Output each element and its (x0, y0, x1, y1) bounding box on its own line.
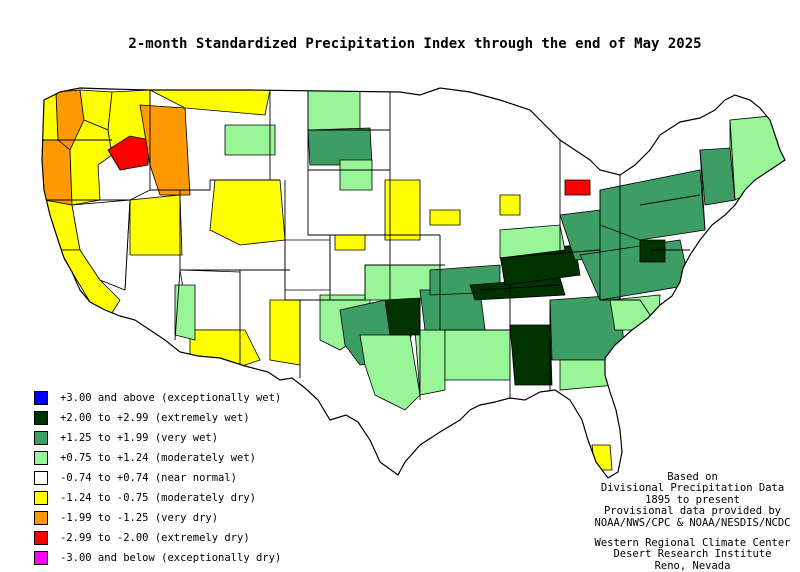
legend-label: -3.00 and below (exceptionally dry) (60, 552, 282, 564)
division-ia-west (429, 209, 461, 226)
division-or-central (69, 119, 113, 206)
division-mt-west (139, 104, 191, 196)
legend-item: -3.00 and below (exceptionally dry) (34, 548, 281, 568)
legend-item: -2.99 to -2.00 (extremely dry) (34, 528, 281, 548)
legend-swatch (34, 391, 48, 405)
legend-label: +3.00 and above (exceptionally wet) (60, 392, 282, 404)
legend-item: +3.00 and above (exceptionally wet) (34, 388, 281, 408)
division-ar-ok-extreme (384, 297, 421, 336)
legend-item: +0.75 to +1.24 (moderately wet) (34, 448, 281, 468)
division-ny-north (699, 147, 736, 206)
division-va-extreme (639, 239, 666, 263)
division-nv (71, 199, 131, 291)
legend-swatch (34, 531, 48, 545)
legend-swatch (34, 411, 48, 425)
division-nd-west (307, 89, 361, 131)
division-tx-east (414, 329, 446, 396)
division-pa-ny (599, 169, 706, 241)
legend-item: -1.24 to -0.75 (moderately dry) (34, 488, 281, 508)
credit-line: NOAA/NWS/CPC & NOAA/NESDIS/NCDC (594, 516, 791, 529)
credit-line: Provisional data provided by (603, 505, 781, 518)
division-nm-east (269, 299, 301, 366)
legend-swatch (34, 551, 48, 565)
legend-swatch (34, 451, 48, 465)
legend-item: -1.99 to -1.25 (very dry) (34, 508, 281, 528)
credits-block: Based on Divisional Precipitation Data 1… (590, 471, 795, 572)
credit-line: Divisional Precipitation Data (600, 482, 785, 495)
legend-label: +0.75 to +1.24 (moderately wet) (60, 452, 256, 464)
division-ks-north (334, 234, 366, 251)
legend-label: -2.99 to -2.00 (extremely dry) (60, 532, 250, 544)
credit-line: Desert Research Institute (613, 548, 772, 561)
legend-swatch (34, 431, 48, 445)
state-boundaries (42, 90, 736, 400)
division-ga-south (559, 359, 621, 391)
division-mt-east (224, 124, 276, 156)
legend-swatch (34, 471, 48, 485)
credit-line: Based on (667, 471, 718, 483)
credit-line: 1895 to present (645, 493, 740, 506)
legend-item: -0.74 to +0.74 (near normal) (34, 468, 281, 488)
legend-swatch (34, 491, 48, 505)
legend: +3.00 and above (exceptionally wet) +2.0… (34, 388, 281, 568)
division-ms-al-extreme (509, 324, 553, 386)
legend-swatch (34, 511, 48, 525)
division-mi-north (564, 179, 591, 196)
legend-label: +2.00 to +2.99 (extremely wet) (60, 412, 250, 424)
division-la-north (444, 329, 511, 381)
division-new-england (729, 114, 785, 201)
legend-item: +1.25 to +1.99 (very wet) (34, 428, 281, 448)
division-wy-central (209, 179, 286, 246)
legend-label: -1.24 to -0.75 (moderately dry) (60, 492, 256, 504)
legend-label: +1.25 to +1.99 (very wet) (60, 432, 219, 444)
division-wi-north (499, 194, 521, 216)
division-il-in (499, 224, 566, 259)
legend-item: +2.00 to +2.99 (extremely wet) (34, 408, 281, 428)
division-ne-east (384, 179, 421, 241)
division-sd-west (307, 127, 373, 166)
legend-label: -0.74 to +0.74 (near normal) (60, 472, 238, 484)
division-tx-south (359, 334, 421, 411)
credit-line: Western Regional Climate Center (594, 537, 791, 550)
division-ut-west (129, 194, 183, 256)
division-co (284, 239, 331, 291)
division-az-south (189, 329, 261, 371)
division-sd-east (339, 159, 373, 191)
legend-label: -1.99 to -1.25 (very dry) (60, 512, 219, 524)
map-title: 2-month Standardized Precipitation Index… (128, 36, 702, 52)
credit-line: Reno, Nevada (654, 559, 731, 572)
division-nm-west (174, 284, 196, 341)
division-fills (42, 89, 785, 471)
us-outline (41, 87, 786, 479)
